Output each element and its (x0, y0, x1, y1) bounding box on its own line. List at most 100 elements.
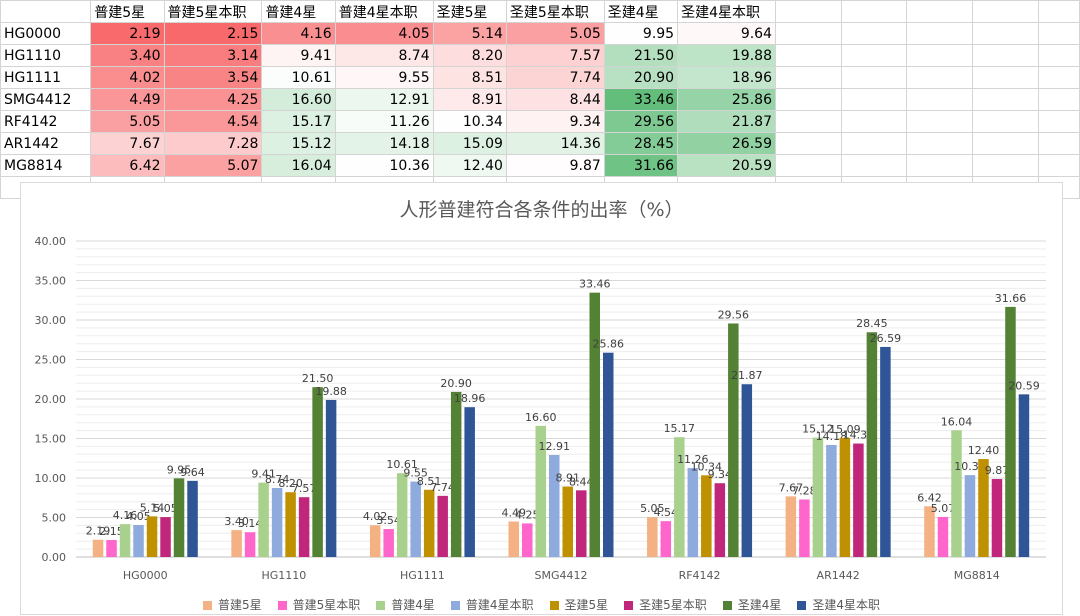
sheet-empty-cell[interactable] (906, 110, 974, 133)
sheet-empty-cell[interactable] (906, 132, 974, 155)
sheet-row-label[interactable]: HG1110 (0, 44, 92, 67)
sheet-value-cell[interactable]: 14.18 (334, 132, 434, 155)
sheet-value-cell[interactable]: 8.74 (334, 44, 434, 67)
sheet-empty-cell[interactable] (972, 154, 1039, 177)
sheet-empty-cell[interactable] (972, 66, 1039, 89)
sheet-empty-cell[interactable] (1037, 44, 1080, 67)
sheet-value-cell[interactable]: 15.17 (261, 110, 336, 133)
sheet-value-cell[interactable]: 20.90 (603, 66, 679, 89)
sheet-empty-cell[interactable] (774, 66, 842, 89)
sheet-header-cell[interactable]: 普建4星本职 (334, 0, 434, 23)
sheet-value-cell[interactable]: 20.59 (677, 154, 776, 177)
sheet-value-cell[interactable]: 33.46 (603, 88, 679, 111)
sheet-row-label[interactable]: HG0000 (0, 22, 92, 45)
sheet-value-cell[interactable]: 9.64 (677, 22, 776, 45)
sheet-value-cell[interactable]: 15.09 (432, 132, 507, 155)
sheet-value-cell[interactable]: 28.45 (603, 132, 679, 155)
sheet-value-cell[interactable]: 8.51 (432, 66, 507, 89)
sheet-empty-cell[interactable] (906, 154, 974, 177)
sheet-empty-cell[interactable] (774, 22, 842, 45)
sheet-empty-cell[interactable] (1037, 110, 1080, 133)
sheet-value-cell[interactable]: 9.95 (603, 22, 679, 45)
sheet-value-cell[interactable]: 15.12 (261, 132, 336, 155)
sheet-empty-cell[interactable] (840, 132, 908, 155)
sheet-header-cell[interactable]: 圣建5星本职 (505, 0, 605, 23)
sheet-value-cell[interactable]: 7.57 (505, 44, 605, 67)
sheet-value-cell[interactable]: 3.14 (163, 44, 263, 67)
legend-item[interactable]: 普建5星 (202, 596, 262, 613)
sheet-empty-cell[interactable] (840, 66, 908, 89)
sheet-empty-cell[interactable] (906, 0, 974, 23)
sheet-value-cell[interactable]: 31.66 (603, 154, 679, 177)
sheet-value-cell[interactable]: 7.67 (90, 132, 165, 155)
sheet-empty-cell[interactable] (1037, 154, 1080, 177)
sheet-value-cell[interactable]: 3.40 (90, 44, 165, 67)
sheet-value-cell[interactable]: 19.88 (677, 44, 776, 67)
sheet-empty-cell[interactable] (774, 44, 842, 67)
sheet-empty-cell[interactable] (972, 22, 1039, 45)
sheet-empty-cell[interactable] (972, 44, 1039, 67)
sheet-empty-cell[interactable] (774, 0, 842, 23)
sheet-empty-cell[interactable] (972, 132, 1039, 155)
legend-item[interactable]: 普建5星本职 (277, 596, 360, 613)
sheet-value-cell[interactable]: 10.34 (432, 110, 507, 133)
sheet-value-cell[interactable]: 12.91 (334, 88, 434, 111)
sheet-value-cell[interactable]: 3.54 (163, 66, 263, 89)
sheet-value-cell[interactable]: 2.15 (163, 22, 263, 45)
sheet-empty-cell[interactable] (1037, 66, 1080, 89)
sheet-empty-cell[interactable] (840, 110, 908, 133)
sheet-empty-cell[interactable] (972, 110, 1039, 133)
sheet-value-cell[interactable]: 10.61 (261, 66, 336, 89)
bar-chart[interactable]: 人形普建符合各条件的出率（%） 0.00 5.00 10.00 15.00 20.00 2… (20, 182, 1063, 615)
sheet-value-cell[interactable]: 25.86 (677, 88, 776, 111)
sheet-value-cell[interactable]: 21.87 (677, 110, 776, 133)
sheet-value-cell[interactable]: 4.05 (334, 22, 434, 45)
sheet-empty-cell[interactable] (840, 88, 908, 111)
sheet-row-label[interactable]: MG8814 (0, 154, 92, 177)
sheet-value-cell[interactable]: 18.96 (677, 66, 776, 89)
sheet-header-cell[interactable]: 圣建4星 (603, 0, 679, 23)
sheet-header-cell[interactable]: 普建5星 (90, 0, 165, 23)
sheet-value-cell[interactable]: 8.44 (505, 88, 605, 111)
sheet-value-cell[interactable]: 26.59 (677, 132, 776, 155)
sheet-empty-cell[interactable] (774, 154, 842, 177)
sheet-value-cell[interactable]: 8.20 (432, 44, 507, 67)
sheet-value-cell[interactable]: 5.05 (90, 110, 165, 133)
sheet-value-cell[interactable]: 9.34 (505, 110, 605, 133)
sheet-value-cell[interactable]: 4.02 (90, 66, 165, 89)
sheet-value-cell[interactable]: 8.91 (432, 88, 507, 111)
sheet-row-label[interactable]: RF4142 (0, 110, 92, 133)
legend-item[interactable]: 普建4星本职 (450, 596, 534, 613)
sheet-row-label[interactable]: AR1442 (0, 132, 92, 155)
sheet-value-cell[interactable]: 14.36 (505, 132, 605, 155)
sheet-value-cell[interactable]: 5.07 (163, 154, 263, 177)
sheet-empty-cell[interactable] (840, 22, 908, 45)
sheet-empty-cell[interactable] (840, 154, 908, 177)
sheet-empty-cell[interactable] (840, 0, 908, 23)
sheet-value-cell[interactable]: 2.19 (90, 22, 165, 45)
sheet-row-label[interactable]: SMG4412 (0, 88, 92, 111)
sheet-value-cell[interactable]: 12.40 (432, 154, 507, 177)
sheet-empty-cell[interactable] (774, 110, 842, 133)
sheet-value-cell[interactable]: 5.14 (432, 22, 507, 45)
sheet-row-label[interactable]: HG1111 (0, 66, 92, 89)
sheet-header-cell[interactable]: 普建4星 (261, 0, 336, 23)
sheet-value-cell[interactable]: 10.36 (334, 154, 434, 177)
sheet-value-cell[interactable]: 7.28 (163, 132, 263, 155)
sheet-empty-cell[interactable] (972, 0, 1039, 23)
sheet-value-cell[interactable]: 7.74 (505, 66, 605, 89)
sheet-value-cell[interactable]: 16.04 (261, 154, 336, 177)
sheet-empty-cell[interactable] (906, 66, 974, 89)
sheet-empty-cell[interactable] (1037, 22, 1080, 45)
sheet-header-cell[interactable]: 普建5星本职 (163, 0, 263, 23)
sheet-empty-cell[interactable] (906, 22, 974, 45)
sheet-empty-cell[interactable] (1037, 0, 1080, 23)
sheet-empty-cell[interactable] (972, 88, 1039, 111)
sheet-empty-cell[interactable] (906, 88, 974, 111)
legend-item[interactable]: 圣建5星 (549, 596, 608, 613)
sheet-value-cell[interactable]: 11.26 (334, 110, 434, 133)
legend-item[interactable]: 圣建5星本职 (624, 596, 707, 613)
legend-item[interactable]: 圣建4星 (722, 596, 781, 613)
sheet-value-cell[interactable]: 5.05 (505, 22, 605, 45)
sheet-value-cell[interactable]: 4.49 (90, 88, 165, 111)
